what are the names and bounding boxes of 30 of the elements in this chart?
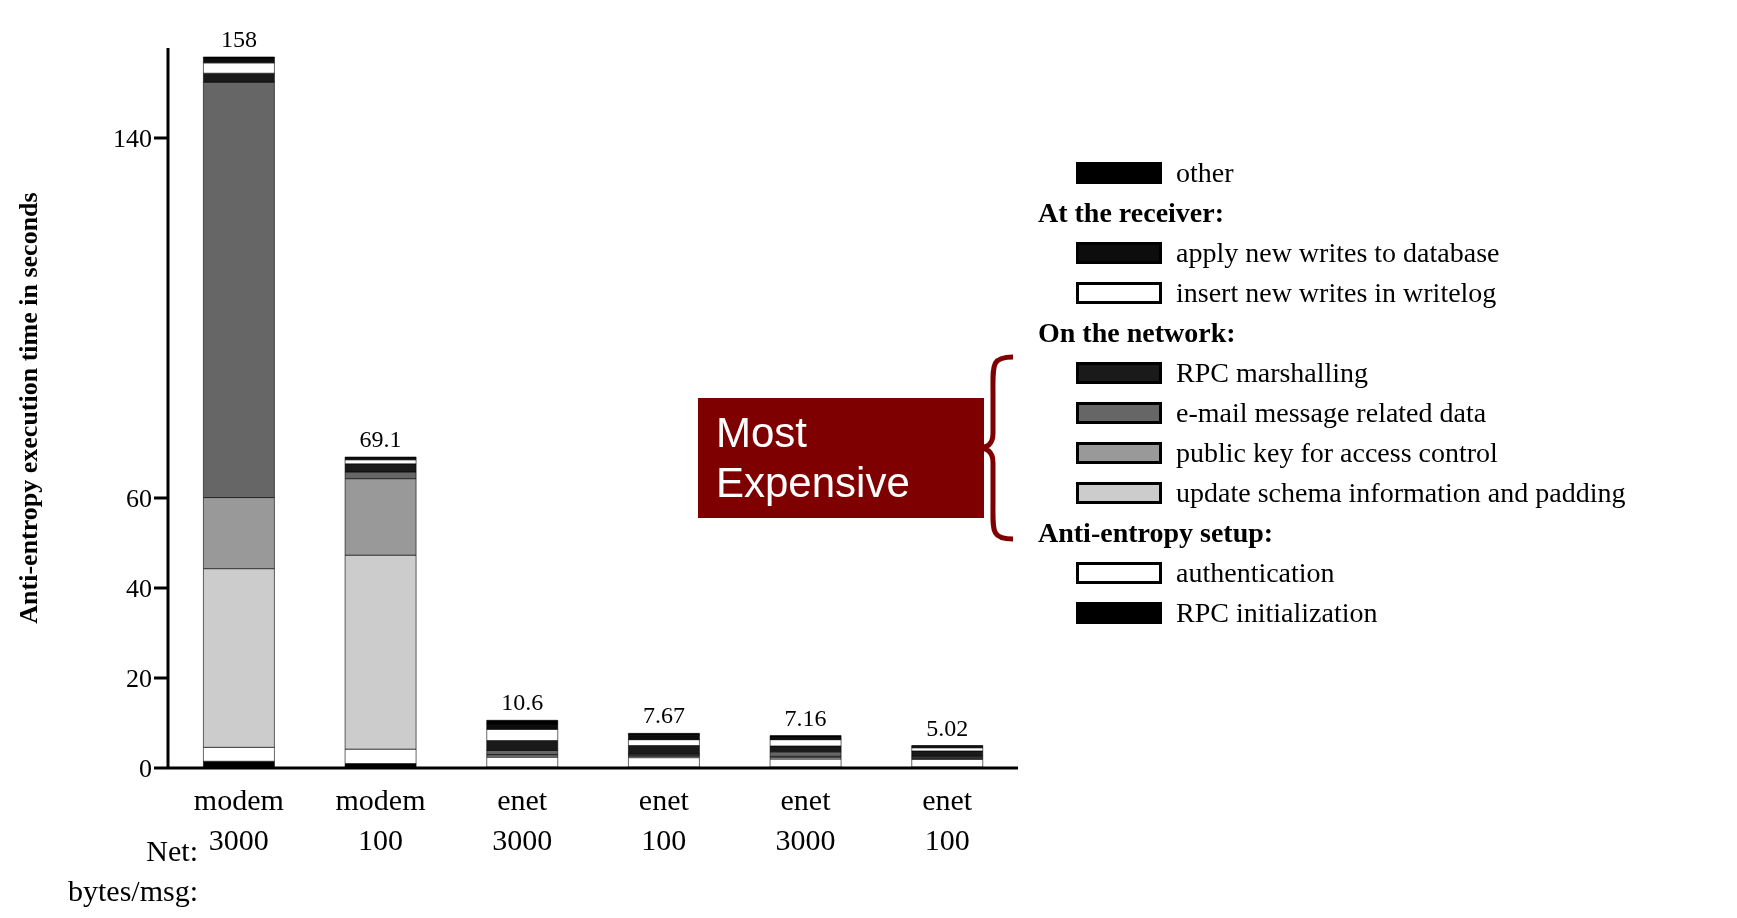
y-tick-label: 20 [126, 664, 152, 694]
legend-label: e-mail message related data [1175, 396, 1488, 430]
total-label: 10.6 [501, 689, 544, 716]
total-label: 7.16 [784, 704, 827, 731]
legend-label: authentication [1175, 556, 1336, 590]
y-tick-label: 0 [139, 754, 152, 784]
text: On the network: [1038, 316, 1237, 350]
legend-label: insert new writes in writelog [1175, 276, 1498, 310]
annotation: Most Expensive [698, 398, 984, 518]
total-label: 7.67 [642, 702, 685, 729]
legend-label: update schema information and padding [1175, 476, 1626, 510]
legend-label: public key for access control [1175, 436, 1499, 470]
legend-label: RPC marshalling [1175, 356, 1370, 390]
x-tick-label: enet 3000 [775, 783, 836, 856]
y-tick-label: 140 [113, 124, 152, 154]
y-tick-label: 60 [126, 484, 152, 514]
y-tick-label: 40 [126, 574, 152, 604]
y-axis-title: Anti-entropy execution time in seconds [14, 192, 44, 624]
text: At the receiver: [1038, 196, 1226, 230]
text: Anti-entropy setup: [1038, 516, 1275, 550]
total-label: 158 [220, 26, 257, 52]
total-label: 5.02 [926, 714, 969, 741]
total-label: 69.1 [359, 426, 402, 453]
x-tick-label: enet 100 [922, 783, 973, 856]
legend-label: apply new writes to database [1175, 236, 1501, 270]
legend-label: other [1175, 156, 1235, 190]
legend-label: RPC initialization [1175, 596, 1379, 630]
x-tick-label: enet 100 [638, 783, 690, 856]
x-tick-label: enet 3000 [492, 783, 553, 856]
x-tick-label: modem 100 [335, 783, 426, 856]
